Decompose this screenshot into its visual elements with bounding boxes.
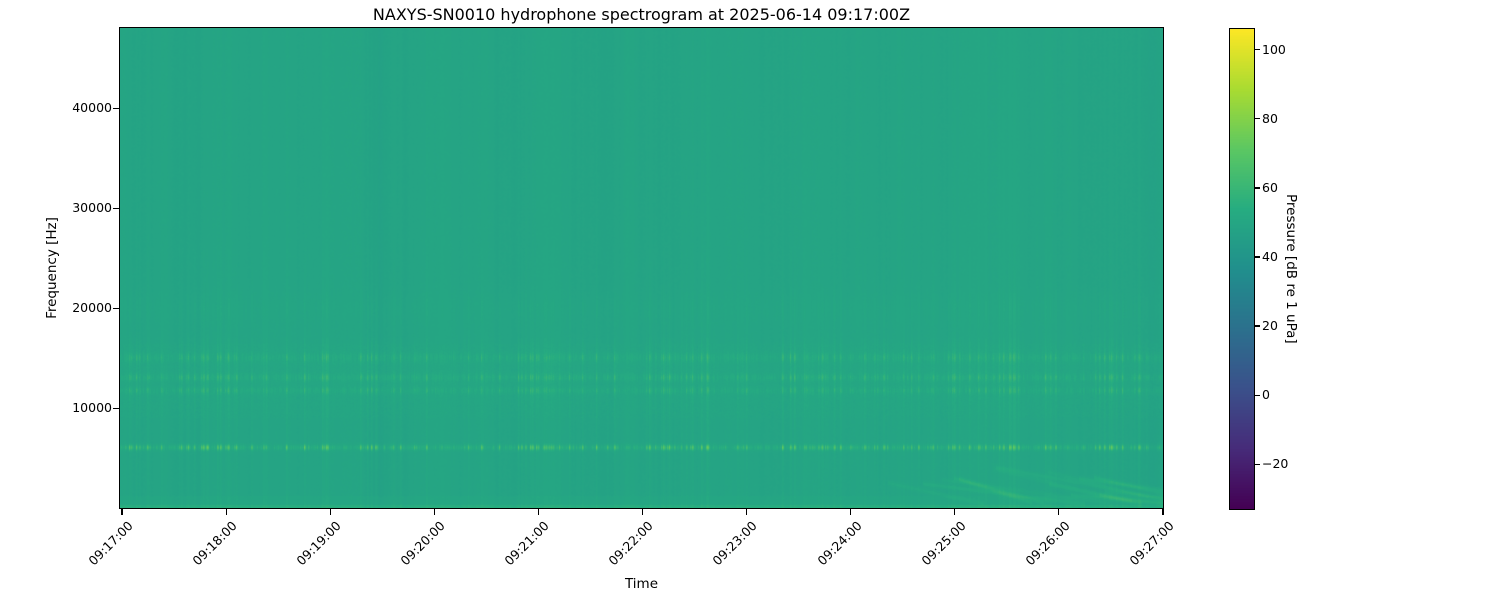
colorbar-label: Pressure [dB re 1 uPa] <box>1283 194 1299 344</box>
colorbar-tick-mark <box>1255 325 1260 327</box>
colorbar-tick-label: 20 <box>1262 317 1278 333</box>
y-tick-mark <box>113 107 119 109</box>
colorbar-tick-mark <box>1255 187 1260 189</box>
x-tick-mark <box>1162 509 1164 515</box>
x-tick-mark <box>329 509 331 515</box>
x-tick-label: 09:26:00 <box>1022 518 1073 569</box>
plot-title: NAXYS-SN0010 hydrophone spectrogram at 2… <box>372 5 911 24</box>
colorbar-tick-label: 80 <box>1262 110 1278 126</box>
x-tick-mark <box>954 509 956 515</box>
x-tick-label: 09:21:00 <box>501 518 553 569</box>
y-tick-label: 10000 <box>72 400 112 415</box>
x-tick-mark <box>850 509 852 515</box>
x-tick-label: 09:25:00 <box>918 518 969 569</box>
colorbar-gradient <box>1230 29 1254 509</box>
colorbar-tick-mark <box>1255 394 1260 396</box>
x-tick-label: 09:20:00 <box>397 518 448 569</box>
x-tick-label: 09:18:00 <box>189 518 240 569</box>
x-tick-mark <box>225 509 227 515</box>
y-tick-label: 40000 <box>72 100 112 115</box>
colorbar-tick-label: 100 <box>1262 41 1286 57</box>
x-tick-label: 09:19:00 <box>293 518 344 569</box>
x-tick-mark <box>121 509 123 515</box>
x-tick-label: 09:24:00 <box>814 518 865 569</box>
y-tick-label: 20000 <box>72 300 112 315</box>
y-tick-mark <box>113 307 119 309</box>
spectrogram-axes <box>119 27 1164 509</box>
y-tick-mark <box>113 207 119 209</box>
colorbar-tick-label: 60 <box>1262 179 1278 195</box>
x-axis-label: Time <box>624 576 659 592</box>
x-tick-mark <box>641 509 644 515</box>
x-tick-label: 09:17:00 <box>85 518 136 569</box>
x-tick-label: 09:23:00 <box>709 518 761 569</box>
x-tick-label: 09:22:00 <box>605 518 657 569</box>
x-tick-label: 09:27:00 <box>1126 518 1177 569</box>
x-tick-mark <box>433 509 435 515</box>
spectrogram-heatmap <box>120 28 1163 508</box>
colorbar <box>1229 28 1255 510</box>
colorbar-tick-label: 0 <box>1262 387 1270 403</box>
colorbar-tick-mark <box>1255 463 1260 465</box>
colorbar-tick-mark <box>1255 118 1260 120</box>
colorbar-tick-mark <box>1255 49 1260 51</box>
colorbar-tick-label: 40 <box>1262 248 1278 264</box>
colorbar-tick-mark <box>1255 256 1260 258</box>
x-tick-mark <box>1058 509 1060 515</box>
x-tick-mark <box>746 509 748 515</box>
x-tick-mark <box>537 509 539 515</box>
y-tick-label: 30000 <box>72 200 112 215</box>
y-tick-mark <box>113 407 119 409</box>
colorbar-tick-label: −20 <box>1262 456 1289 472</box>
